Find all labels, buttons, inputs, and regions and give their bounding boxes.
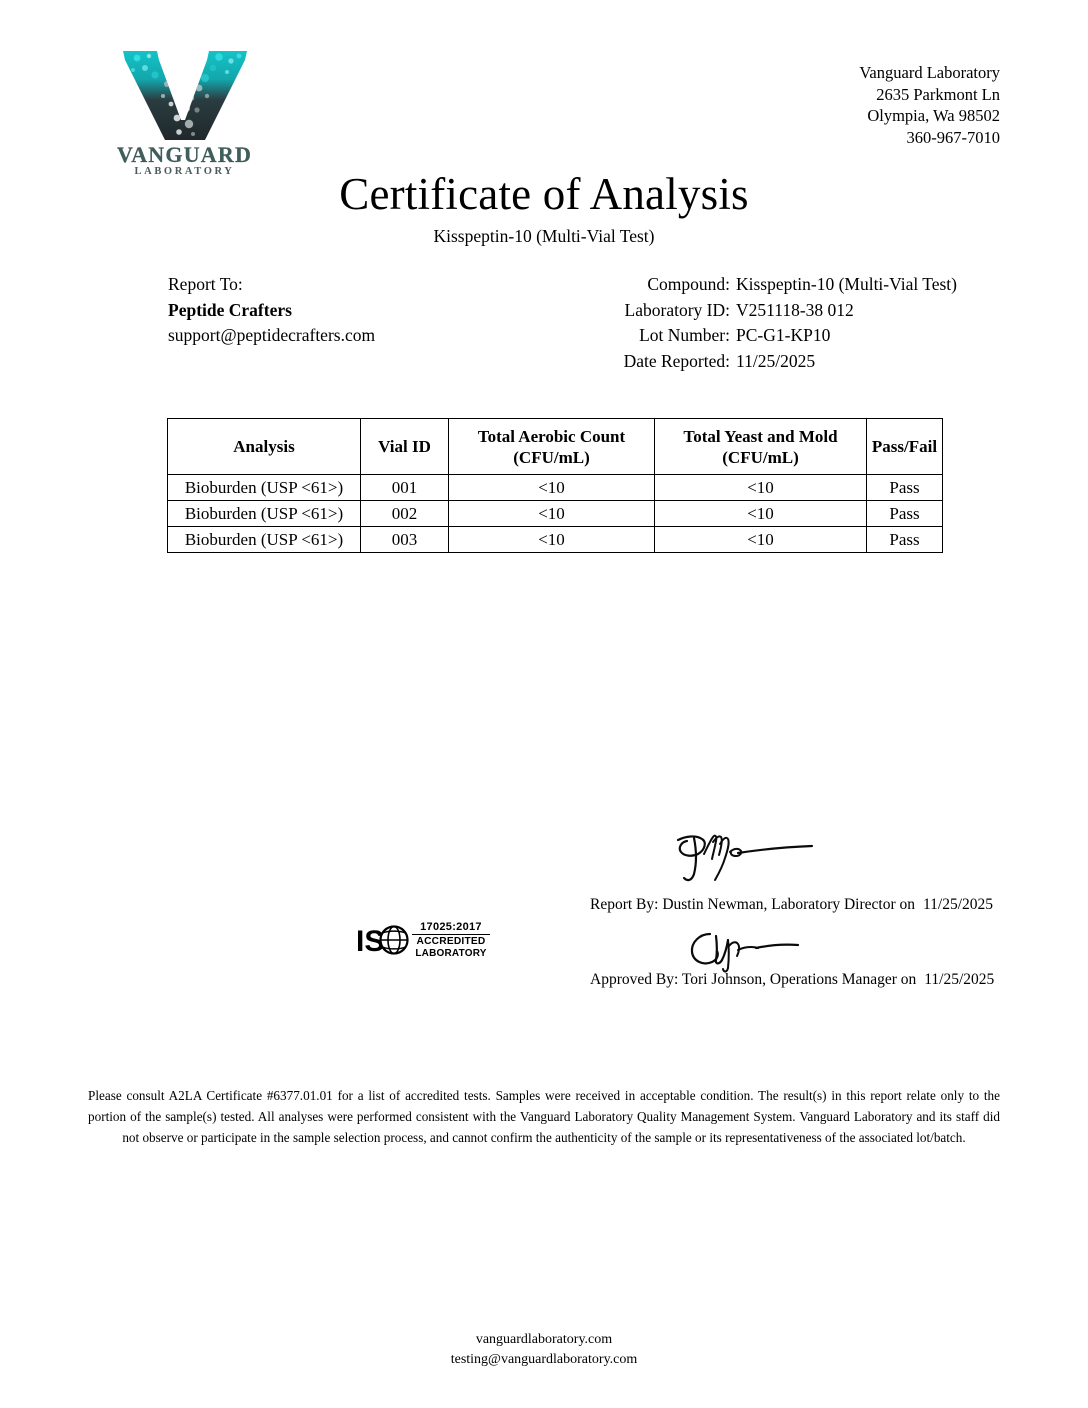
cell-total-aerobic-count: <10 (448, 526, 655, 553)
cell-analysis: Bioburden (USP <61>) (167, 526, 361, 553)
detail-label-lot-number: Lot Number: (639, 325, 730, 345)
cell-pass-fail: Pass (866, 474, 943, 501)
column-header-aerobic-line2: (CFU/mL) (513, 447, 590, 467)
signature-area (0, 820, 1088, 1000)
detail-row-laboratory-id: Laboratory ID: V251118-38 012 (540, 298, 1010, 324)
title-block: Certificate of Analysis Kisspeptin-10 (M… (0, 168, 1088, 248)
detail-label-compound: Compound: (647, 274, 730, 294)
iso-globe-icon: ISO (356, 920, 412, 965)
logo-wordmark: VANGUARD LABORATORY (112, 142, 257, 178)
cell-total-aerobic-count: <10 (448, 474, 655, 501)
column-header-pass-fail: Pass/Fail (866, 418, 943, 475)
logo-wordmark-sub: LABORATORY (134, 166, 235, 177)
footer-website: vanguardlaboratory.com (475, 1332, 613, 1347)
report-to-block: Report To: Peptide Crafters support@pept… (168, 272, 375, 349)
results-table: Analysis Vial ID Total Aerobic Count (CF… (167, 418, 943, 553)
detail-label-laboratory-id: Laboratory ID: (624, 299, 730, 320)
sample-details-block: Compound: Kisspeptin-10 (Multi-Vial Test… (540, 272, 1010, 374)
detail-row-date-reported: Date Reported: 11/25/2025 (540, 349, 1010, 375)
iso-accredited-label: ACCREDITED (416, 936, 486, 947)
column-header-yeast-line1: Total Yeast and Mold (683, 426, 838, 446)
cell-vial-id: 001 (360, 474, 449, 501)
page-subtitle: Kisspeptin-10 (Multi-Vial Test) (433, 226, 655, 246)
cell-total-yeast-and-mold: <10 (654, 474, 867, 501)
detail-row-lot-number: Lot Number: PC-G1-KP10 (540, 323, 1010, 349)
detail-value-laboratory-id: V251118-38 012 (736, 299, 854, 320)
logo-wordmark-main: VANGUARD (116, 142, 253, 167)
column-header-yeast-line2: (CFU/mL) (722, 447, 799, 467)
column-header-pass-fail-line1: Pass/Fail (871, 437, 938, 456)
signature-image-dustin-newman (672, 828, 847, 893)
report-to-label: Report To: (168, 274, 243, 294)
detail-label-date-reported: Date Reported: (623, 350, 730, 371)
lab-address-block: Vanguard Laboratory 2635 Parkmont Ln Oly… (859, 62, 1000, 148)
footer-email: testing@vanguardlaboratory.com (450, 1352, 638, 1367)
iso-badge-text: 17025:2017 ACCREDITED LABORATORY (412, 921, 490, 959)
results-table-container: Analysis Vial ID Total Aerobic Count (CF… (167, 418, 943, 553)
iso-accreditation-badge: ISO 17025:2017 ACCREDITED LABORATORY (356, 920, 490, 965)
approved-by-date: 11/25/2025 (924, 971, 995, 988)
logo-v-icon (119, 48, 251, 144)
vanguard-logo: VANGUARD LABORATORY (112, 48, 257, 183)
table-row: Bioburden (USP <61>) 003 <10 <10 Pass (167, 526, 943, 553)
table-header-row: Analysis Vial ID Total Aerobic Count (CF… (167, 418, 943, 475)
approved-by-text: Approved By: Tori Johnson, Operations Ma… (590, 971, 917, 988)
report-by-date: 11/25/2025 (923, 896, 994, 913)
table-row: Bioburden (USP <61>) 002 <10 <10 Pass (167, 500, 943, 527)
lab-name: Vanguard Laboratory (859, 63, 1000, 82)
cell-total-yeast-and-mold: <10 (654, 500, 867, 527)
column-header-analysis: Analysis (167, 418, 361, 475)
cell-vial-id: 002 (360, 500, 449, 527)
document-header: VANGUARD LABORATORY Vanguard Laboratory … (0, 40, 1088, 180)
detail-value-lot-number: PC-G1-KP10 (736, 325, 831, 345)
lab-phone: 360-967-7010 (906, 127, 1001, 147)
iso-laboratory-label: LABORATORY (415, 947, 487, 959)
approved-by-line: Approved By: Tori Johnson, Operations Ma… (590, 970, 994, 990)
column-header-aerobic-line1: Total Aerobic Count (477, 426, 626, 446)
report-to-email: support@peptidecrafters.com (168, 325, 376, 345)
cell-pass-fail: Pass (866, 500, 943, 527)
disclaimer-text: Please consult A2LA Certificate #6377.01… (88, 1088, 1000, 1145)
column-header-vial-id: Vial ID (360, 418, 449, 475)
page-title: Certificate of Analysis (339, 169, 749, 219)
column-header-vial-id-line1: Vial ID (378, 437, 431, 456)
signature-image-tori-johnson (686, 924, 836, 981)
detail-row-compound: Compound: Kisspeptin-10 (Multi-Vial Test… (540, 272, 1010, 298)
lab-street: 2635 Parkmont Ln (876, 84, 1000, 104)
cell-analysis: Bioburden (USP <61>) (167, 500, 361, 527)
column-header-analysis-line1: Analysis (233, 437, 295, 456)
column-header-total-yeast-and-mold: Total Yeast and Mold (CFU/mL) (654, 418, 867, 475)
detail-value-date-reported: 11/25/2025 (736, 350, 816, 371)
column-header-total-aerobic-count: Total Aerobic Count (CFU/mL) (448, 418, 655, 475)
detail-value-compound: Kisspeptin-10 (Multi-Vial Test) (736, 274, 957, 294)
page-footer: vanguardlaboratory.com testing@vanguardl… (0, 1330, 1088, 1370)
lab-city-state-zip: Olympia, Wa 98502 (867, 106, 1000, 125)
report-info-block: Report To: Peptide Crafters support@pept… (0, 272, 1088, 382)
cell-total-aerobic-count: <10 (448, 500, 655, 527)
iso-standard-number: 17025:2017 (412, 921, 490, 935)
cell-analysis: Bioburden (USP <61>) (167, 474, 361, 501)
cell-vial-id: 003 (360, 526, 449, 553)
report-by-line: Report By: Dustin Newman, Laboratory Dir… (590, 895, 993, 915)
cell-pass-fail: Pass (866, 526, 943, 553)
report-by-text: Report By: Dustin Newman, Laboratory Dir… (590, 896, 915, 913)
report-to-company: Peptide Crafters (168, 299, 292, 320)
table-row: Bioburden (USP <61>) 001 <10 <10 Pass (167, 474, 943, 501)
cell-total-yeast-and-mold: <10 (654, 526, 867, 553)
